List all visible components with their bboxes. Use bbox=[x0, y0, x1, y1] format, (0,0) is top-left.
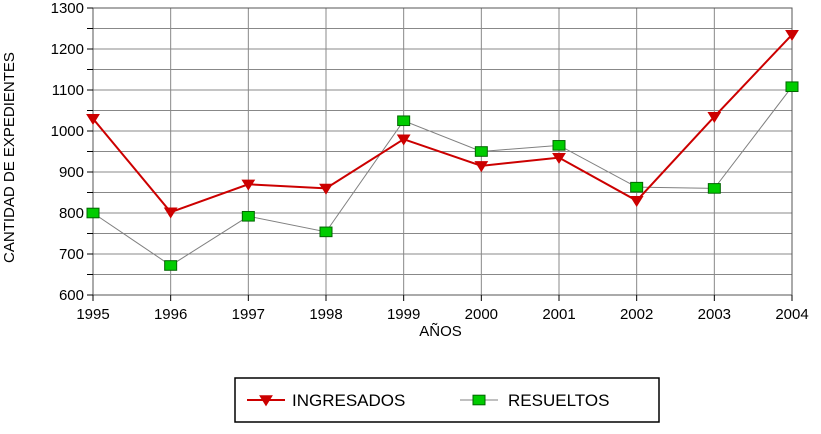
legend-item-resueltos: RESUELTOS bbox=[460, 391, 609, 410]
x-tick-labels: 1995 1996 1997 1998 1999 2000 2001 2002 2003 2004 bbox=[76, 306, 808, 323]
data-point bbox=[474, 161, 489, 173]
legend-marker bbox=[259, 395, 273, 407]
series-resueltos bbox=[86, 81, 799, 271]
x-tick-label: 1995 bbox=[76, 306, 109, 323]
data-point bbox=[785, 81, 799, 93]
data-point bbox=[397, 115, 411, 127]
data-point bbox=[86, 114, 100, 126]
x-tick-label: 2000 bbox=[465, 306, 498, 323]
y-tick-label: 900 bbox=[59, 164, 84, 181]
x-tick-label: 2002 bbox=[620, 306, 653, 323]
legend: INGRESADOS RESUELTOS bbox=[234, 377, 660, 423]
legend-label: INGRESADOS bbox=[292, 391, 405, 410]
series-ingresados bbox=[86, 29, 799, 219]
y-tick-label: 1100 bbox=[52, 82, 84, 99]
data-point bbox=[785, 29, 799, 41]
data-point bbox=[319, 183, 333, 195]
data-point bbox=[319, 226, 333, 238]
data-point bbox=[86, 207, 100, 219]
legend-label: RESUELTOS bbox=[508, 391, 609, 410]
series-layer bbox=[86, 29, 799, 271]
y-tick-label: 600 bbox=[59, 287, 84, 304]
data-point bbox=[241, 210, 255, 222]
series-line bbox=[92, 86, 793, 267]
data-point bbox=[552, 152, 566, 164]
axes bbox=[87, 7, 793, 301]
y-tick-label: 1000 bbox=[51, 123, 84, 140]
data-point bbox=[396, 134, 411, 146]
x-tick-label: 1996 bbox=[154, 306, 187, 323]
x-tick-label: 2004 bbox=[775, 306, 808, 323]
data-point bbox=[474, 146, 488, 157]
data-point bbox=[552, 140, 566, 151]
legend-marker bbox=[472, 394, 486, 406]
legend-item-ingresados: INGRESADOS bbox=[247, 391, 405, 410]
x-tick-label: 1998 bbox=[309, 306, 342, 323]
data-point bbox=[707, 111, 722, 123]
x-tick-label: 2003 bbox=[698, 306, 731, 323]
y-tick-label: 1200 bbox=[51, 41, 84, 58]
y-tick-label: 1300 bbox=[51, 0, 84, 17]
x-tick-label: 2001 bbox=[542, 306, 575, 323]
data-point bbox=[241, 179, 256, 191]
data-point bbox=[707, 183, 721, 194]
series-line bbox=[92, 33, 793, 214]
y-tick-label: 800 bbox=[59, 205, 84, 222]
y-tick-label: 700 bbox=[59, 246, 84, 263]
x-tick-label: 1997 bbox=[232, 306, 265, 323]
data-point bbox=[629, 196, 644, 208]
data-point bbox=[630, 181, 644, 193]
legend-box bbox=[234, 377, 660, 423]
x-tick-label: 1999 bbox=[387, 306, 420, 323]
data-point bbox=[164, 260, 178, 271]
y-tick-labels: 600 700 800 900 1000 1100 1200 1300 bbox=[51, 0, 84, 304]
y-axis-title: CANTIDAD DE EXPEDIENTES bbox=[1, 52, 18, 263]
data-point bbox=[163, 207, 178, 219]
x-axis-title: AÑOS bbox=[419, 323, 462, 340]
